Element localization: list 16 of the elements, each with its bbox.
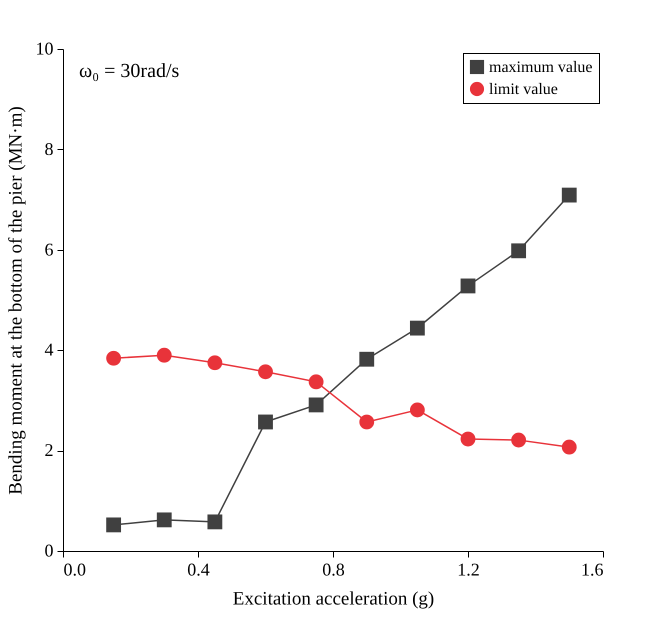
y-tick-label: 8 xyxy=(44,138,54,159)
annotation: ω₀ = 30rad/s xyxy=(79,60,180,82)
x-tick-label: 1.6 xyxy=(581,560,604,580)
y-tick-label: 10 xyxy=(36,38,54,58)
y-tick-label: 4 xyxy=(44,340,54,360)
y-tick-label: 6 xyxy=(44,239,54,260)
x-tick-label: 1.2 xyxy=(457,560,480,580)
legend-label: maximum value xyxy=(489,59,593,76)
x-tick-label: 0.8 xyxy=(322,560,345,580)
y-tick-label: 0 xyxy=(44,540,54,560)
y-tick-label: 2 xyxy=(44,440,54,460)
x-axis-title: Excitation acceleration (g) xyxy=(232,588,434,610)
x-tick-label: 0.4 xyxy=(187,560,210,580)
legend-label: limit value xyxy=(489,81,558,98)
x-tick-label: 0.0 xyxy=(64,560,86,580)
y-axis-title: Bending moment at the bottom of the pier (MN·m) xyxy=(6,106,26,495)
